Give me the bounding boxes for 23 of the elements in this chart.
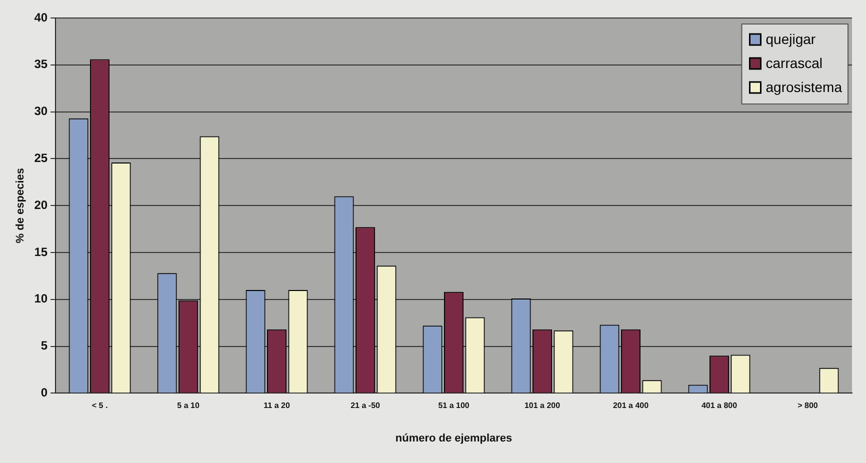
x-tick-label: > 800 xyxy=(798,401,818,410)
y-tick-label: 5 xyxy=(40,338,48,353)
legend-label: agrosistema xyxy=(766,78,842,95)
x-tick-label: 201 a 400 xyxy=(612,401,650,410)
x-tick-label: 101 a 200 xyxy=(524,401,561,410)
y-tick-label: 35 xyxy=(34,57,48,72)
y-tick-label: 0 xyxy=(40,386,48,400)
x-tick-label: 5 a 10 xyxy=(177,401,200,410)
y-axis-title: % de especies xyxy=(14,168,27,244)
y-tick-label: 15 xyxy=(34,244,48,259)
legend-label: carrascal xyxy=(766,54,823,71)
x-tick-label: 11 a 20 xyxy=(264,401,290,410)
y-tick-label: 40 xyxy=(34,10,48,24)
y-tick-label: 20 xyxy=(34,198,48,212)
x-tick-label: 51 a 100 xyxy=(438,401,470,410)
y-tick-label: 10 xyxy=(34,292,48,306)
x-tick-label: < 5 . xyxy=(92,401,108,410)
x-tick-label: 21 a -50 xyxy=(350,401,381,410)
y-tick-label: 25 xyxy=(34,151,48,166)
x-axis-title: número de ejemplares xyxy=(395,432,512,444)
x-tick-label: 401 a 800 xyxy=(701,401,738,410)
legend-label: quejigar xyxy=(766,30,816,47)
y-tick-label: 30 xyxy=(34,104,48,118)
